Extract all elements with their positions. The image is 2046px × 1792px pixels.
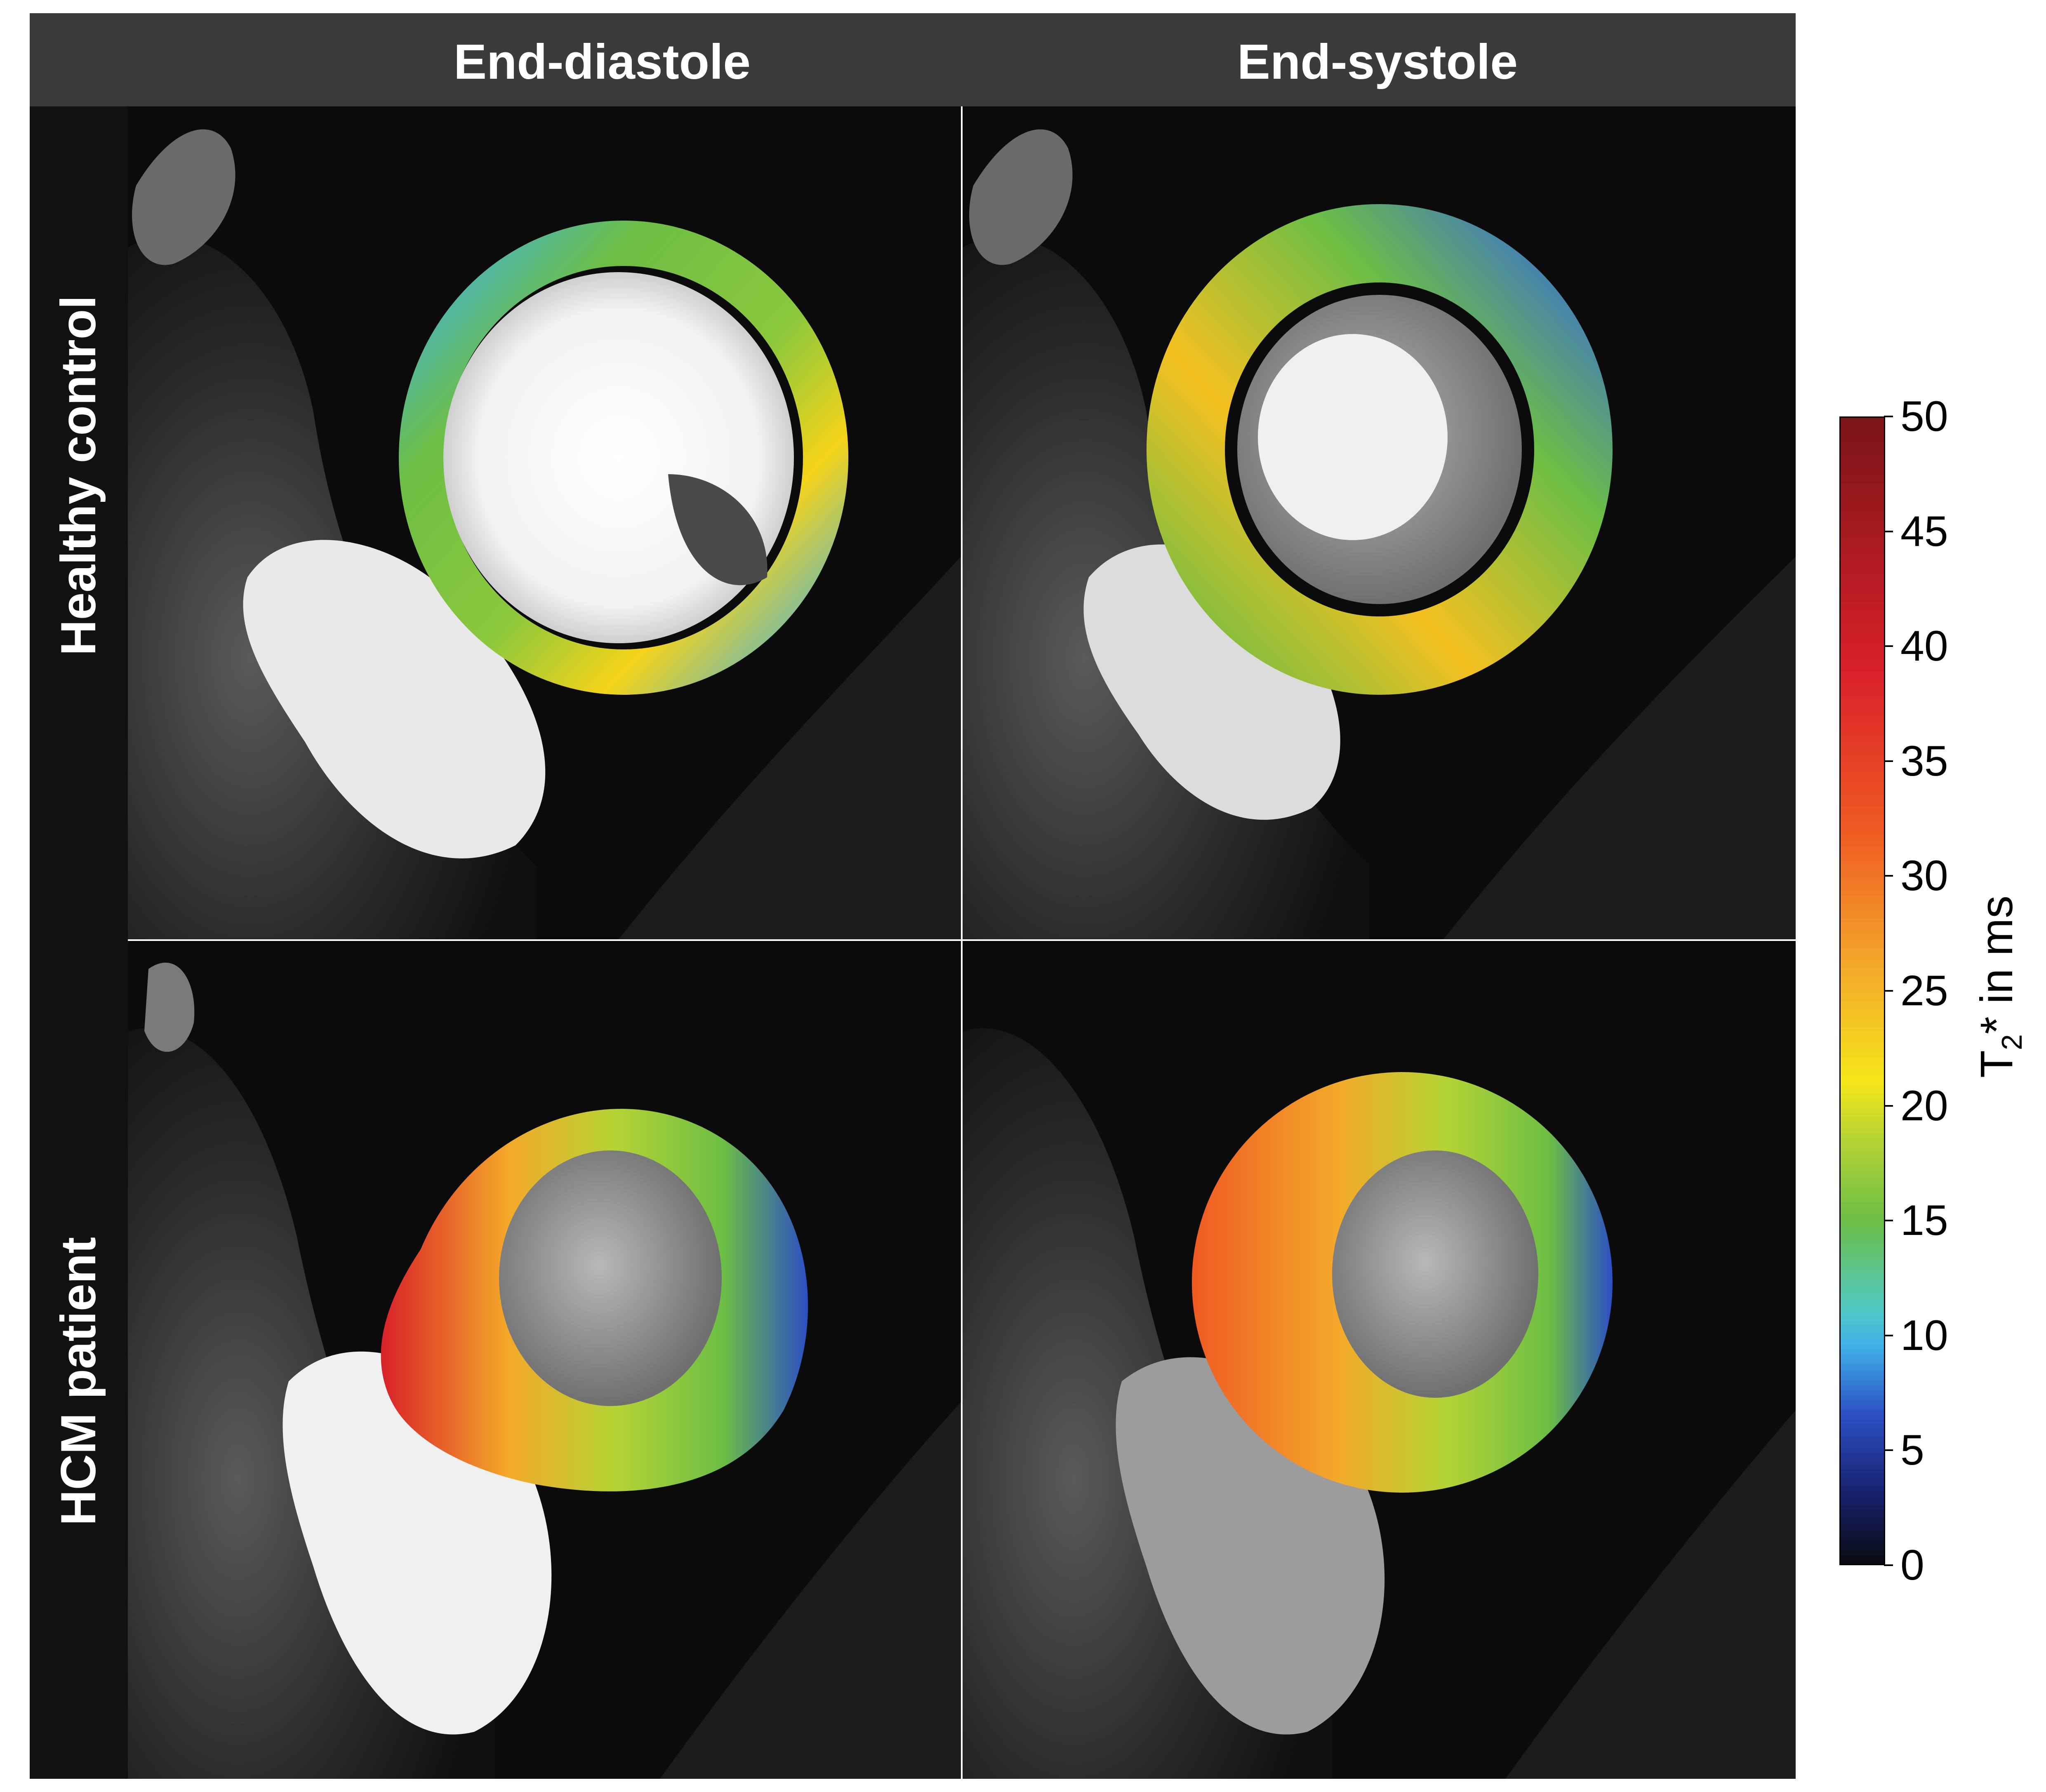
colorbar-tick-mark <box>1884 1105 1893 1107</box>
colorbar-ticks: 50 45 40 35 30 25 20 15 10 5 0 <box>1884 395 2008 1587</box>
mri-panel-hcm-end-diastole <box>128 941 961 1779</box>
mri-panel-healthy-end-systole <box>963 106 1796 939</box>
colorbar-label-rest: * in ms <box>1971 895 2022 1035</box>
colorbar-tick-mark <box>1884 1564 1893 1566</box>
colorbar-tick-mark <box>1884 1334 1893 1336</box>
colorbar-tick-mark <box>1884 530 1893 532</box>
colorbar-tick-mark <box>1884 990 1893 992</box>
colorbar-tick-label: 5 <box>1900 1426 1924 1475</box>
colorbar-tick-label: 35 <box>1900 737 1948 785</box>
colorbar-label-sub: 2 <box>1996 1034 2028 1050</box>
colorbar-tick-label: 30 <box>1900 852 1948 900</box>
colorbar-tick-label: 50 <box>1900 393 1948 440</box>
colorbar-tick-mark <box>1884 645 1893 647</box>
colorbar-tick-label: 40 <box>1900 622 1948 670</box>
colorbar-tick-label: 25 <box>1900 967 1948 1015</box>
colorbar-tick-mark <box>1884 1449 1893 1451</box>
colorbar-label: T2* in ms <box>1971 863 2028 1110</box>
colorbar-tick-label: 15 <box>1900 1197 1948 1245</box>
mri-panel-healthy-end-diastole <box>128 106 961 939</box>
colorbar-tick-label: 10 <box>1900 1311 1948 1359</box>
colorbar <box>1839 416 1885 1565</box>
colorbar-tick-label: 0 <box>1900 1541 1924 1589</box>
row-label-bar <box>30 106 128 1779</box>
column-header-bar <box>30 13 1796 106</box>
colorbar-label-main: T <box>1971 1050 2022 1078</box>
column-header-end-diastole: End-diastole <box>453 34 751 89</box>
colorbar-tick-label: 45 <box>1900 507 1948 555</box>
colorbar-tick-label: 20 <box>1900 1082 1948 1130</box>
column-header-end-systole: End-systole <box>1237 34 1518 89</box>
mri-panel-hcm-end-systole <box>963 941 1796 1779</box>
colorbar-tick-mark <box>1884 760 1893 762</box>
colorbar-tick-mark <box>1884 1220 1893 1222</box>
colorbar-tick-mark <box>1884 875 1893 877</box>
colorbar-tick-mark <box>1884 416 1893 417</box>
